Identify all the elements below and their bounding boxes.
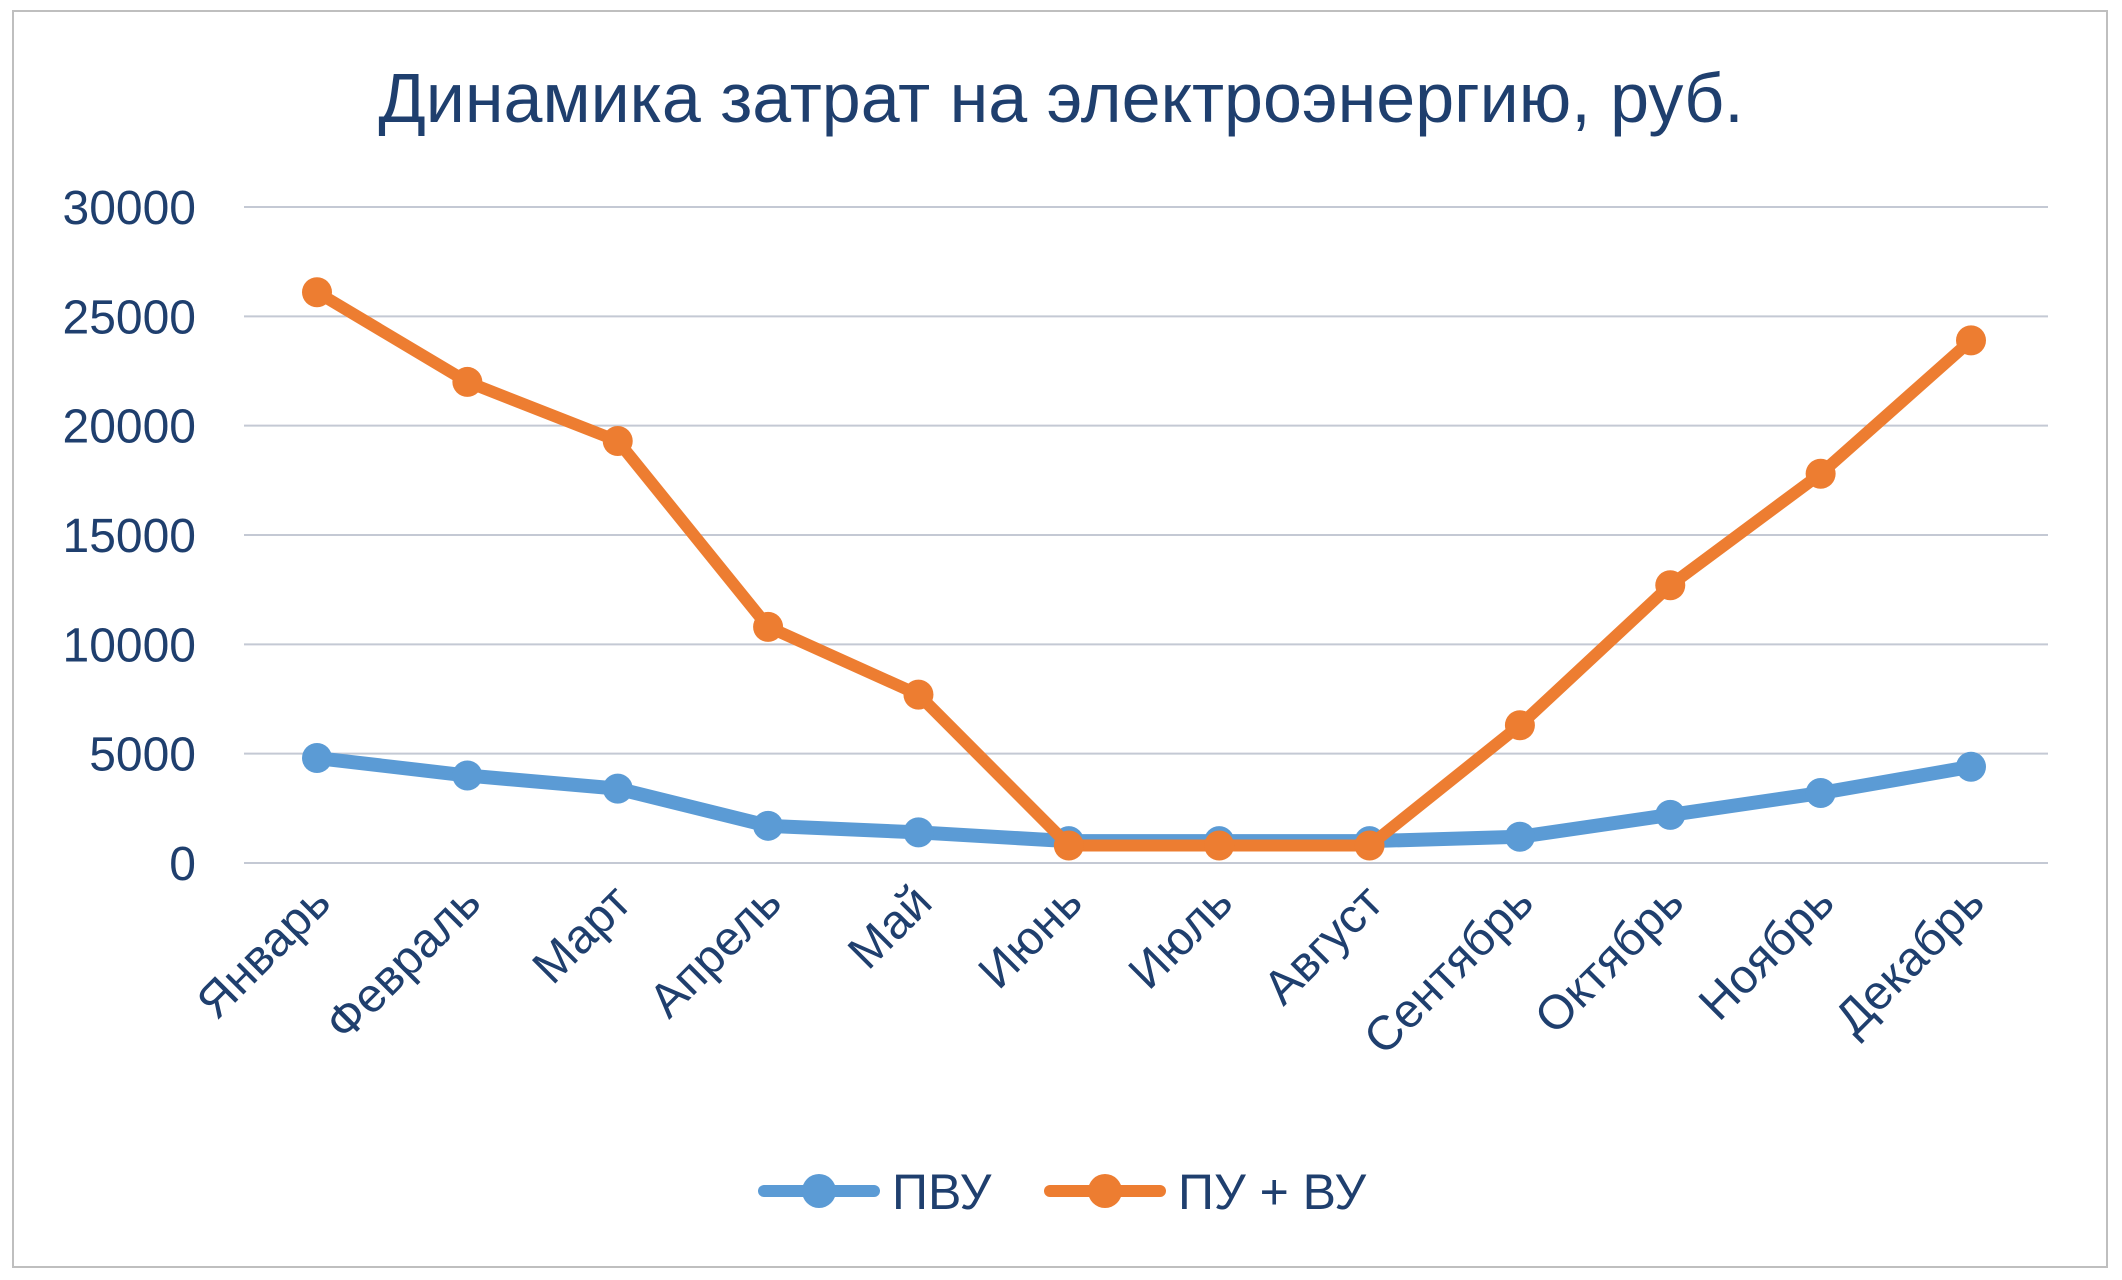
data-point [602, 773, 633, 804]
data-point [452, 366, 483, 397]
x-tick-label: Октябрь [1525, 875, 1694, 1044]
data-point [1956, 751, 1986, 782]
x-tick-label: Февраль [316, 875, 491, 1050]
data-point [1956, 325, 1986, 356]
chart-title: Динамика затрат на электроэнергию, руб. [378, 59, 1744, 137]
x-tick-label: Апрель [639, 875, 792, 1028]
x-tick-label: Декабрь [1825, 875, 1995, 1045]
x-tick-label: Июнь [969, 875, 1093, 999]
x-tick-label: Ноябрь [1689, 875, 1844, 1030]
series-line [313, 287, 1975, 852]
y-tick-label: 25000 [63, 291, 196, 344]
data-point [1354, 830, 1385, 861]
y-tick-label: 5000 [89, 729, 196, 782]
y-tick-label: 0 [169, 838, 196, 891]
legend-marker [1088, 1174, 1122, 1208]
chart-frame [12, 10, 2108, 1268]
data-point [1053, 830, 1084, 861]
data-point [1805, 778, 1836, 809]
y-tick-label: 10000 [63, 619, 196, 672]
x-tick-label: Май [838, 875, 942, 979]
x-tick-label: Январь [187, 875, 341, 1029]
y-tick-label: 20000 [63, 401, 196, 454]
data-point [1805, 458, 1836, 489]
y-tick-label: 15000 [63, 510, 196, 563]
data-point [302, 743, 332, 774]
legend-label: ПВУ [892, 1164, 992, 1220]
data-point [602, 425, 633, 456]
data-point [903, 679, 934, 710]
data-point [903, 817, 934, 848]
data-point [1504, 821, 1535, 852]
y-tick-label: 30000 [63, 182, 196, 235]
data-point [1204, 830, 1235, 861]
series-line [316, 751, 1973, 849]
legend-label: ПУ + ВУ [1178, 1164, 1366, 1220]
legend-marker [802, 1174, 836, 1208]
x-tick-label: Август [1254, 875, 1394, 1015]
x-tick-label: Июль [1119, 875, 1243, 999]
x-tick-label: Март [523, 875, 642, 994]
data-point [753, 810, 784, 841]
data-point [1655, 570, 1686, 601]
data-point [1655, 799, 1686, 830]
data-point [1504, 710, 1535, 741]
data-point [302, 277, 332, 308]
data-point [452, 760, 483, 791]
data-point [753, 611, 784, 642]
